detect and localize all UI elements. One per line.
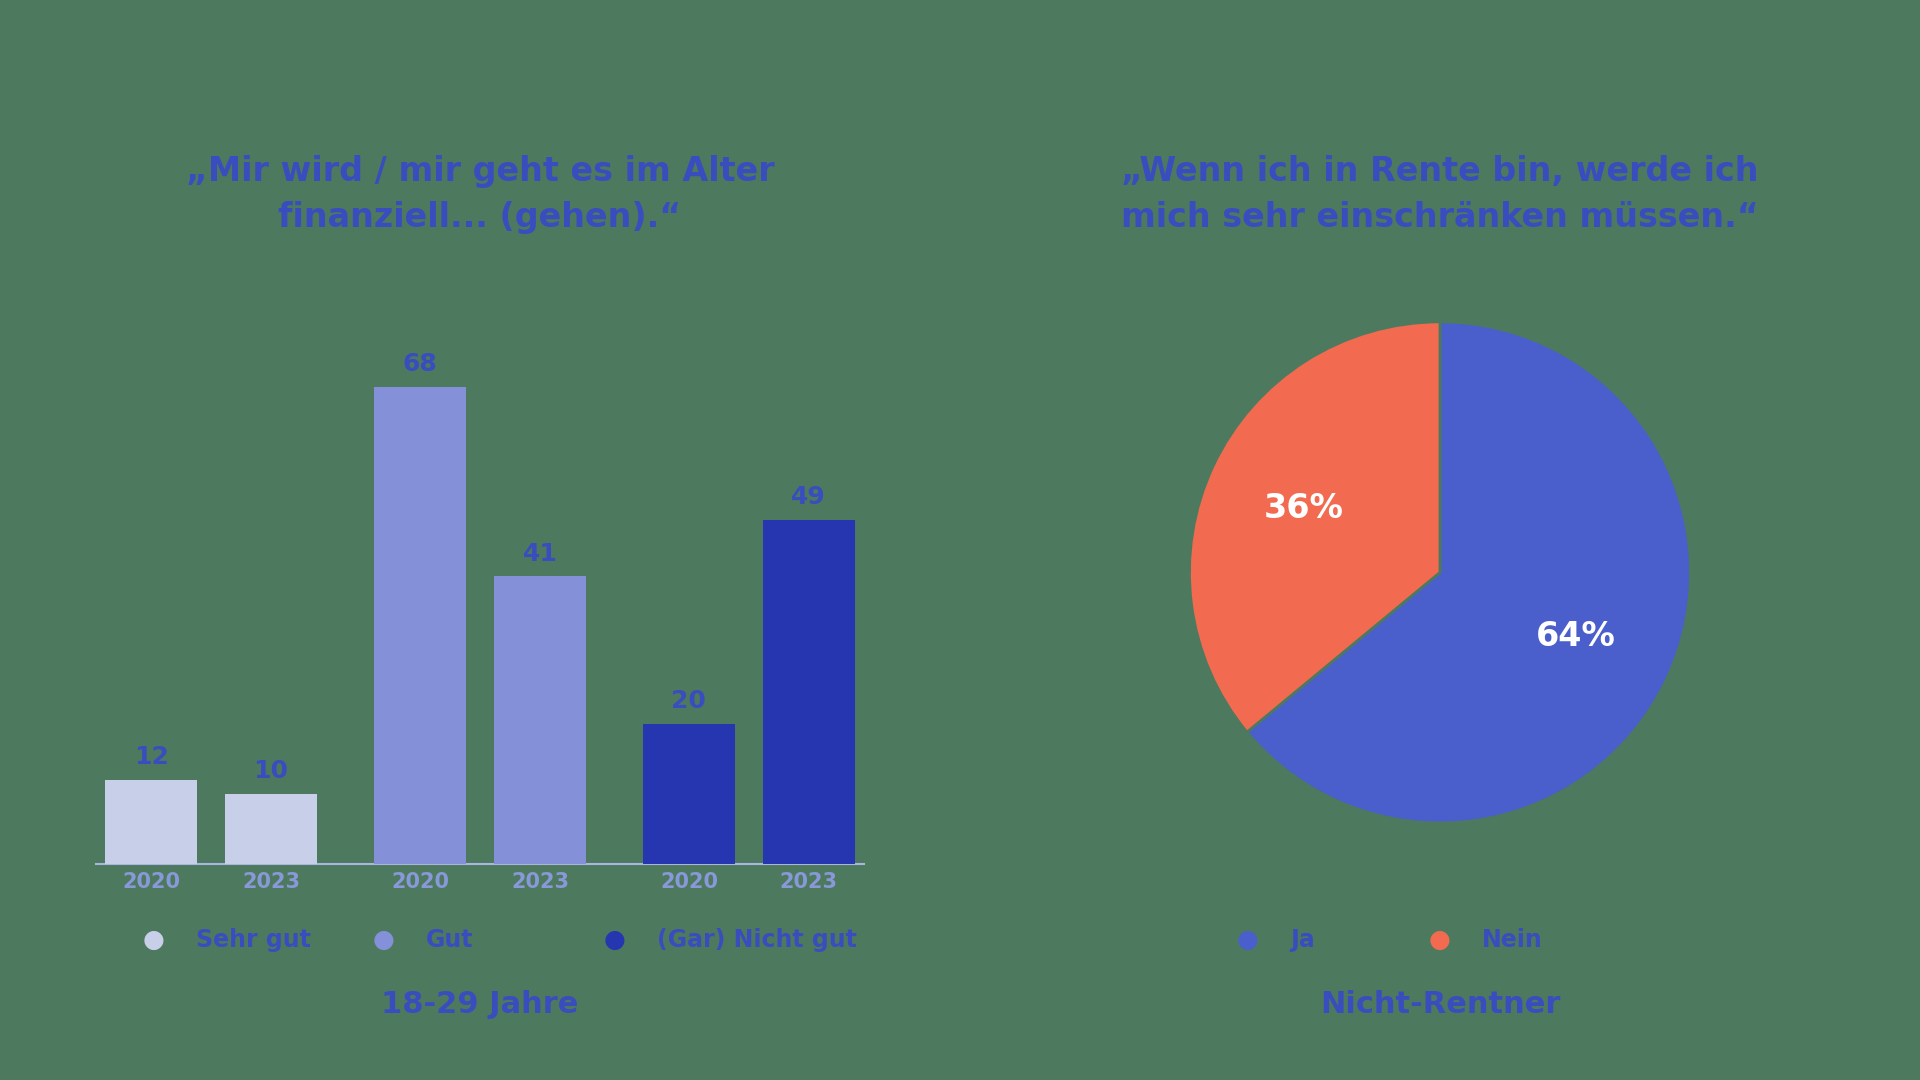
Text: Gut: Gut	[426, 928, 474, 951]
Text: 10: 10	[253, 759, 288, 783]
Text: 49: 49	[791, 486, 826, 510]
Text: 20: 20	[672, 689, 707, 713]
Text: Nicht-Rentner: Nicht-Rentner	[1319, 990, 1561, 1018]
Text: 36%: 36%	[1263, 491, 1344, 525]
Text: ●: ●	[1236, 928, 1260, 951]
Text: Nein: Nein	[1482, 928, 1544, 951]
Text: „Wenn ich in Rente bin, werde ich
mich sehr einschränken müssen.“: „Wenn ich in Rente bin, werde ich mich s…	[1121, 154, 1759, 234]
Text: Ja: Ja	[1290, 928, 1315, 951]
Text: ●: ●	[1428, 928, 1452, 951]
Wedge shape	[1190, 322, 1440, 732]
Text: ●: ●	[142, 928, 165, 951]
Bar	[225, 794, 317, 864]
Text: 64%: 64%	[1536, 620, 1617, 653]
Text: ●: ●	[372, 928, 396, 951]
Wedge shape	[1246, 322, 1690, 823]
Bar	[643, 724, 735, 864]
Text: 12: 12	[134, 745, 169, 769]
Bar	[493, 577, 586, 864]
Text: ●: ●	[603, 928, 626, 951]
Text: „Mir wird / mir geht es im Alter
finanziell... (gehen).“: „Mir wird / mir geht es im Alter finanzi…	[186, 154, 774, 234]
Text: 41: 41	[522, 542, 557, 566]
Bar	[762, 519, 854, 864]
Text: Sehr gut: Sehr gut	[196, 928, 311, 951]
Text: 68: 68	[403, 352, 438, 376]
Bar	[106, 780, 198, 864]
Bar	[374, 387, 467, 864]
Text: (Gar) Nicht gut: (Gar) Nicht gut	[657, 928, 856, 951]
Text: 18-29 Jahre: 18-29 Jahre	[382, 990, 578, 1018]
